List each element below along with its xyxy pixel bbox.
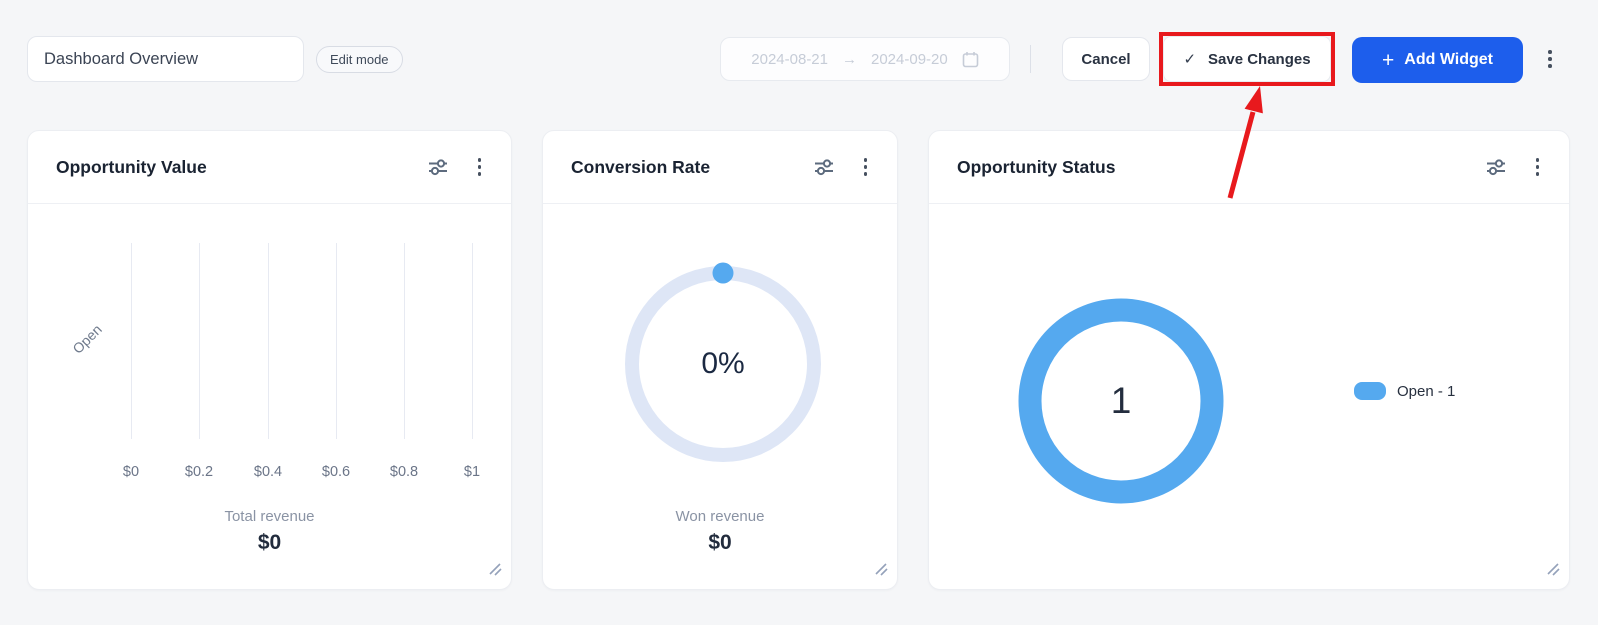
widget-title: Conversion Rate xyxy=(571,156,711,177)
resize-handle[interactable] xyxy=(1545,561,1560,581)
date-start[interactable]: 2024-08-21 xyxy=(751,50,828,68)
resize-handle[interactable] xyxy=(873,561,888,581)
save-changes-label: Save Changes xyxy=(1208,50,1311,68)
gridline xyxy=(472,243,473,439)
header-divider xyxy=(1030,45,1031,73)
won-revenue-value: $0 xyxy=(708,531,732,554)
annotation-highlight-box: ✓ Save Changes xyxy=(1159,32,1335,86)
gridline xyxy=(404,243,405,439)
sliders-icon xyxy=(1486,159,1505,176)
add-widget-label: Add Widget xyxy=(1404,51,1493,68)
edit-mode-badge: Edit mode xyxy=(316,46,403,73)
date-range-picker[interactable]: 2024-08-21 → 2024-09-20 xyxy=(720,37,1010,81)
legend-label: Open - 1 xyxy=(1397,382,1456,400)
save-changes-button[interactable]: ✓ Save Changes xyxy=(1163,36,1331,82)
widget-filter-button[interactable] xyxy=(428,157,448,177)
widget-header: Conversion Rate xyxy=(543,131,897,204)
x-axis-tick: $0.2 xyxy=(184,464,214,480)
widget-menu-button[interactable] xyxy=(474,154,486,180)
cancel-button[interactable]: Cancel xyxy=(1062,37,1150,81)
won-revenue-label: Won revenue xyxy=(675,508,765,525)
widget-conversion-rate: Conversion Rate 0% Won revenue $0 xyxy=(542,130,898,590)
calendar-icon xyxy=(962,51,979,68)
x-axis-tick: $1 xyxy=(463,464,481,480)
widget-filter-button[interactable] xyxy=(814,157,834,177)
y-axis-category-label: Open xyxy=(69,321,105,357)
widget-opportunity-status: Opportunity Status 1 Open - 1 xyxy=(928,130,1570,590)
total-revenue-value: $0 xyxy=(257,531,282,554)
add-widget-button[interactable]: + Add Widget xyxy=(1352,37,1523,83)
x-axis-tick: $0.8 xyxy=(389,464,419,480)
widget-filter-button[interactable] xyxy=(1486,157,1506,177)
legend-swatch xyxy=(1354,382,1386,400)
gridline xyxy=(199,243,200,439)
check-icon: ✓ xyxy=(1183,51,1197,68)
arrow-right-icon: → xyxy=(842,50,857,68)
gridline xyxy=(336,243,337,439)
status-total-count: 1 xyxy=(1110,380,1132,421)
widget-menu-button[interactable] xyxy=(860,154,872,180)
donut-segment-open xyxy=(1018,298,1224,504)
plus-icon: + xyxy=(1382,48,1395,72)
widget-opportunity-value: Opportunity Value Open $0 $0.2 $0.4 $0.6… xyxy=(27,130,512,590)
x-axis-tick: $0 xyxy=(122,464,140,480)
gauge-progress-dot xyxy=(712,262,734,284)
conversion-percentage: 0% xyxy=(701,347,745,380)
x-axis-tick: $0.6 xyxy=(321,464,351,480)
widget-menu-button[interactable] xyxy=(1532,154,1544,180)
sliders-icon xyxy=(428,159,447,176)
legend-item-open[interactable]: Open - 1 xyxy=(1354,382,1455,400)
date-end[interactable]: 2024-09-20 xyxy=(871,50,948,68)
gridline xyxy=(268,243,269,439)
resize-handle[interactable] xyxy=(487,561,502,581)
widget-title: Opportunity Value xyxy=(56,156,207,177)
status-donut-chart: 1 xyxy=(1006,286,1236,516)
sliders-icon xyxy=(814,159,833,176)
gridline xyxy=(131,243,132,439)
x-axis-tick: $0.4 xyxy=(253,464,283,480)
widget-title: Opportunity Status xyxy=(957,156,1116,177)
dashboard-name-input[interactable] xyxy=(27,36,304,82)
widget-header: Opportunity Value xyxy=(28,131,511,204)
total-revenue-label: Total revenue xyxy=(224,508,315,525)
header-more-menu-button[interactable] xyxy=(1544,46,1556,72)
conversion-gauge: 0% xyxy=(613,254,833,474)
widget-header: Opportunity Status xyxy=(929,131,1569,204)
